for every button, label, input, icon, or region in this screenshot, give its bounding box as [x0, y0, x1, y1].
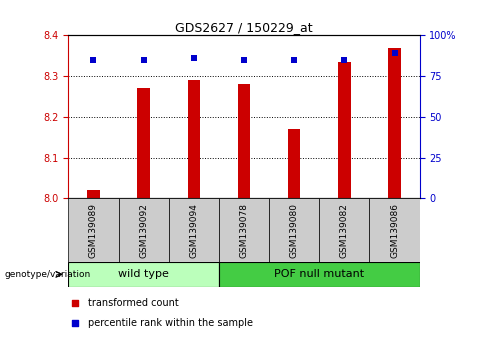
Text: wild type: wild type — [118, 269, 169, 279]
Text: GSM139078: GSM139078 — [240, 202, 248, 258]
Bar — [87, 190, 100, 198]
Title: GDS2627 / 150229_at: GDS2627 / 150229_at — [175, 21, 313, 34]
Bar — [187, 80, 200, 198]
Bar — [219, 198, 269, 262]
Text: GSM139094: GSM139094 — [189, 202, 198, 258]
Point — [140, 57, 147, 63]
Text: GSM139092: GSM139092 — [139, 202, 148, 258]
Text: transformed count: transformed count — [88, 298, 179, 308]
Point — [341, 57, 348, 63]
Bar — [169, 198, 219, 262]
Bar — [219, 262, 420, 287]
Text: GSM139082: GSM139082 — [340, 202, 349, 258]
Text: GSM139086: GSM139086 — [390, 202, 399, 258]
Text: percentile rank within the sample: percentile rank within the sample — [88, 318, 253, 329]
Bar — [119, 198, 169, 262]
Bar — [269, 198, 319, 262]
Point — [71, 300, 79, 306]
Bar — [288, 129, 301, 198]
Bar — [137, 88, 150, 198]
Point — [190, 55, 198, 61]
Text: POF null mutant: POF null mutant — [274, 269, 365, 279]
Bar — [68, 198, 119, 262]
Point — [290, 57, 298, 63]
Point — [89, 57, 97, 63]
Point — [391, 51, 399, 56]
Bar — [238, 84, 250, 198]
Bar — [338, 62, 351, 198]
Text: GSM139080: GSM139080 — [290, 202, 299, 258]
Bar — [369, 198, 420, 262]
Bar — [68, 262, 219, 287]
Text: genotype/variation: genotype/variation — [5, 270, 91, 279]
Point — [71, 321, 79, 326]
Bar — [319, 198, 369, 262]
Text: GSM139089: GSM139089 — [89, 202, 98, 258]
Point — [240, 57, 248, 63]
Bar — [388, 48, 401, 198]
